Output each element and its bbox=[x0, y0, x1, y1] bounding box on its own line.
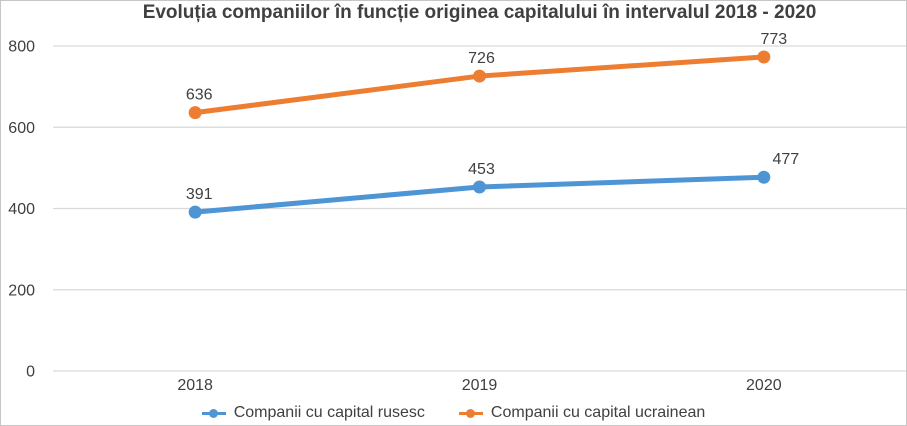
y-axis-tick-label: 400 bbox=[8, 201, 35, 218]
data-label: 726 bbox=[468, 50, 495, 67]
y-axis-tick-label: 200 bbox=[8, 282, 35, 299]
x-axis-tick-label: 2019 bbox=[462, 377, 498, 394]
data-label: 477 bbox=[772, 151, 799, 168]
y-axis-tick-label: 600 bbox=[8, 120, 35, 137]
line-marker-icon bbox=[201, 407, 226, 420]
data-point-marker[interactable] bbox=[188, 106, 202, 120]
chart-title: Evoluția companiilor în funcție originea… bbox=[142, 2, 817, 23]
line-marker-icon bbox=[458, 407, 483, 420]
x-axis-tick-label: 2020 bbox=[746, 377, 782, 394]
legend-item-capital-ucrainean[interactable]: Companii cu capital ucrainean bbox=[458, 404, 706, 422]
data-label: 773 bbox=[760, 31, 787, 48]
y-axis-tick-label: 0 bbox=[26, 364, 35, 381]
y-axis-tick-label: 800 bbox=[8, 39, 35, 56]
data-point-marker[interactable] bbox=[757, 170, 771, 184]
data-label: 391 bbox=[186, 186, 213, 203]
legend-label-capital-rusesc: Companii cu capital rusesc bbox=[233, 404, 425, 421]
x-axis-tick-label: 2018 bbox=[177, 377, 213, 394]
legend-item-capital-rusesc[interactable]: Companii cu capital rusesc bbox=[201, 404, 425, 422]
data-point-marker[interactable] bbox=[473, 180, 486, 194]
data-point-marker[interactable] bbox=[757, 50, 771, 64]
data-point-marker[interactable] bbox=[188, 205, 202, 219]
data-point-marker[interactable] bbox=[473, 69, 486, 83]
data-label: 636 bbox=[186, 87, 213, 104]
chart-legend: Companii cu capital rusesc Companii cu c… bbox=[1, 404, 906, 422]
legend-label-capital-ucrainean: Companii cu capital ucrainean bbox=[490, 404, 706, 421]
data-label: 453 bbox=[468, 161, 495, 178]
